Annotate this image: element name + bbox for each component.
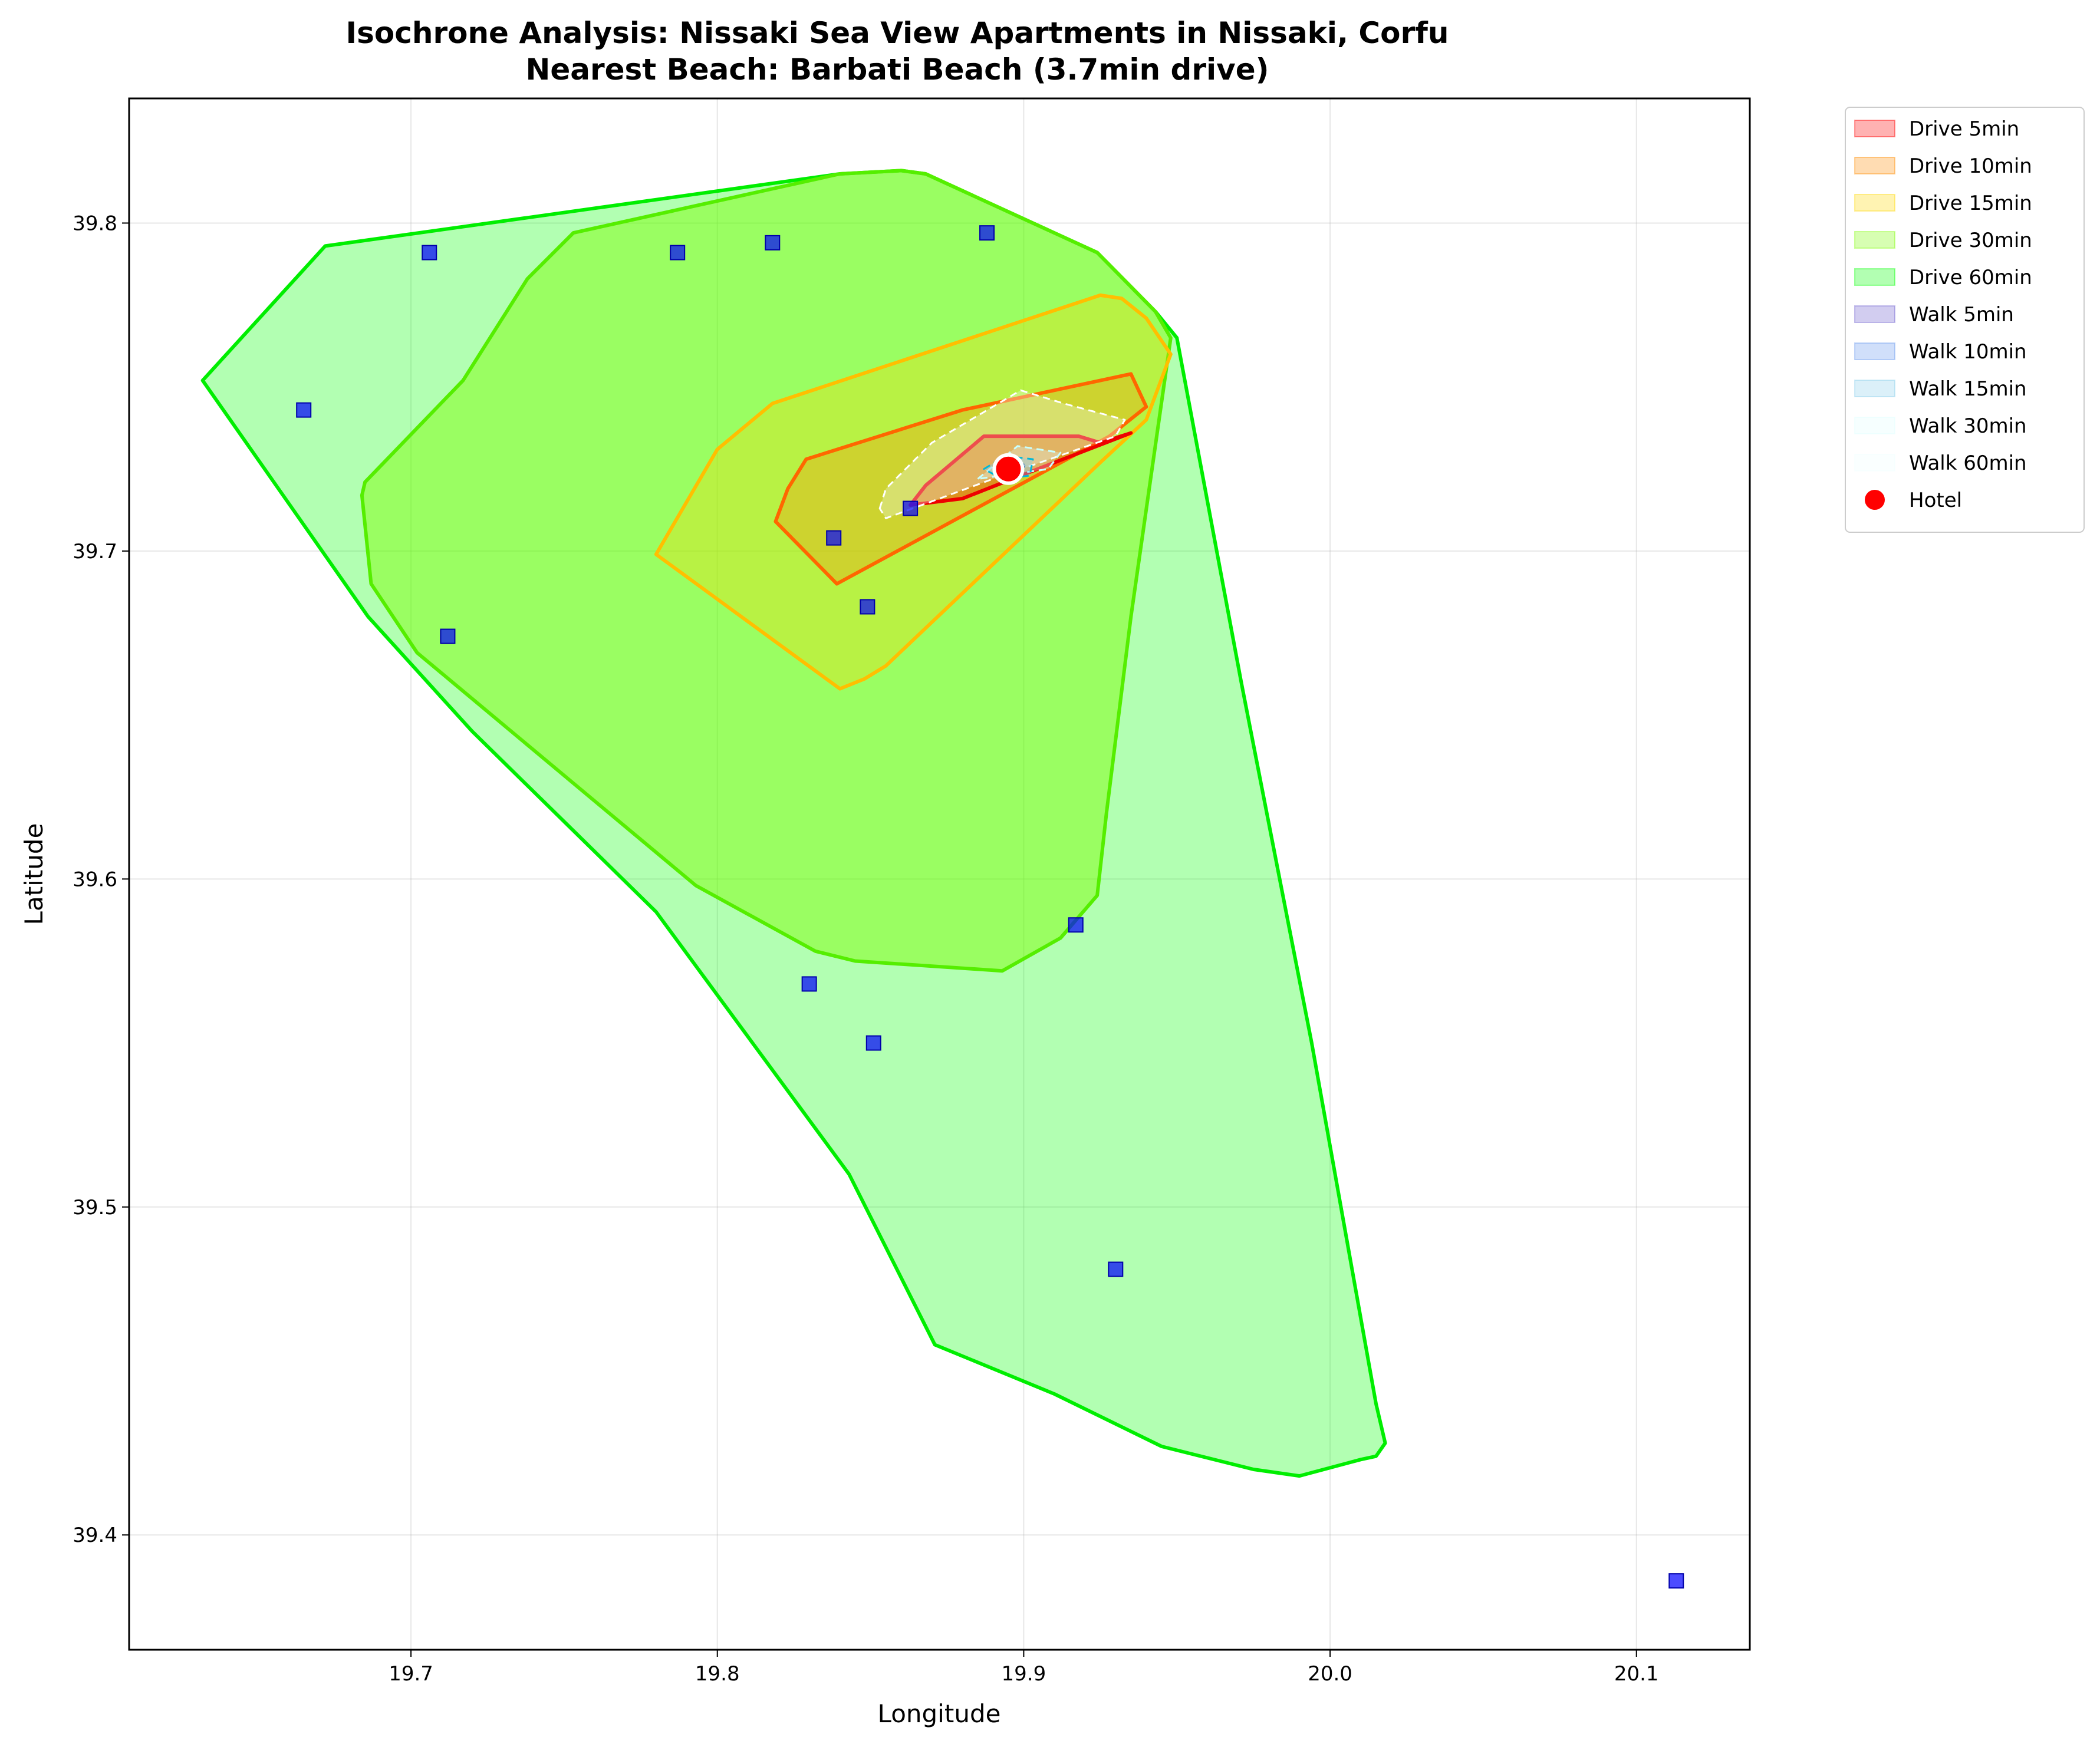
poi-marker <box>670 245 686 261</box>
legend-hotel-swatch <box>1865 490 1885 510</box>
legend-entry-label: Drive 10min <box>1909 154 2032 178</box>
legend-entry-label: Walk 15min <box>1909 377 2027 401</box>
poi-marker <box>440 628 456 644</box>
legend-swatch <box>1854 194 1895 212</box>
legend-entry-label: Walk 30min <box>1909 414 2027 438</box>
poi-marker <box>826 530 842 546</box>
poi-marker <box>865 1035 881 1051</box>
poi-marker <box>801 976 817 992</box>
legend-entry-label: Walk 5min <box>1909 303 2014 327</box>
legend-swatch <box>1854 454 1895 472</box>
x-tick-label: 19.8 <box>695 1662 740 1686</box>
drive-isochrone-drive-30min <box>360 169 1173 973</box>
legend: Drive 5min Drive 10min Drive 15min Drive 30… <box>1845 107 2085 533</box>
legend-entry-label: Drive 5min <box>1909 117 2019 141</box>
y-tick-label: 39.7 <box>73 540 117 563</box>
y-tick-label: 39.5 <box>73 1196 117 1219</box>
isochrone-polygons <box>200 169 1387 1478</box>
y-tick-label: 39.8 <box>73 212 117 235</box>
poi-marker <box>422 245 437 261</box>
grid <box>129 98 1750 1650</box>
legend-swatch <box>1854 120 1895 137</box>
poi-marker <box>860 599 875 615</box>
legend-entry-label: Walk 60min <box>1909 451 2027 475</box>
y-tick-label: 39.4 <box>73 1524 117 1547</box>
x-tick-label: 20.0 <box>1308 1662 1352 1686</box>
legend-entry-label: Hotel <box>1909 489 1962 512</box>
legend-swatch <box>1854 305 1895 323</box>
poi-marker <box>903 500 919 516</box>
legend-swatch <box>1854 157 1895 174</box>
plot-frame <box>128 97 1751 1651</box>
y-axis-label: Latitude <box>19 823 48 925</box>
y-tick-label: 39.6 <box>73 868 117 891</box>
x-tick-label: 19.7 <box>389 1662 433 1686</box>
legend-swatch <box>1854 380 1895 397</box>
hotel-marker <box>992 453 1025 485</box>
legend-entry-label: Drive 60min <box>1909 266 2032 289</box>
poi-marker <box>979 225 995 241</box>
poi-marker <box>296 402 312 418</box>
legend-entry-label: Walk 10min <box>1909 340 2027 364</box>
poi-marker <box>1108 1261 1124 1277</box>
legend-swatch <box>1854 342 1895 360</box>
drive-isochrone-drive-10min <box>773 372 1148 586</box>
legend-entry-label: Drive 30min <box>1909 229 2032 252</box>
legend-swatch <box>1854 231 1895 249</box>
axis-ticks: 19.7 19.8 19.9 20.0 20.1 39.4 39.5 39.6 39.7 39.8 <box>73 212 1658 1686</box>
poi-marker <box>1668 1573 1684 1589</box>
x-axis-label: Longitude <box>878 1699 1001 1728</box>
chart-title: Isochrone Analysis: Nissaki Sea View Apa… <box>346 16 1449 50</box>
x-tick-label: 19.9 <box>1002 1662 1046 1686</box>
poi-marker <box>1068 917 1084 933</box>
walk-isochrone-walk-60min <box>878 389 1126 519</box>
poi-markers <box>296 225 1684 1589</box>
x-tick-label: 20.1 <box>1614 1662 1659 1686</box>
legend-swatch <box>1854 268 1895 286</box>
legend-entry-label: Drive 15min <box>1909 192 2032 215</box>
legend-swatch <box>1854 417 1895 434</box>
hotel-marker-layer <box>992 453 1025 485</box>
poi-marker <box>765 235 781 250</box>
chart-subtitle: Nearest Beach: Barbati Beach (3.7min dri… <box>525 52 1269 87</box>
legend-box <box>1845 107 2085 533</box>
